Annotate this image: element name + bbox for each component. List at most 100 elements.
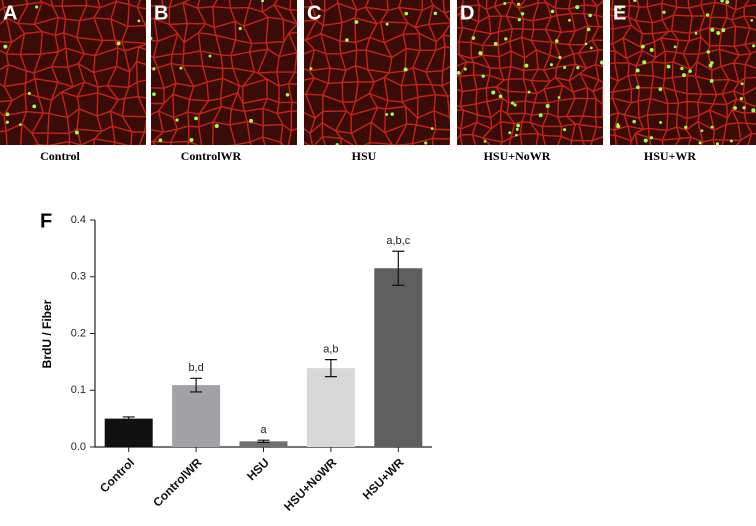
micrograph xyxy=(151,0,297,145)
panel-letter: F xyxy=(40,210,52,232)
brdu-nucleus xyxy=(461,15,466,20)
micrograph xyxy=(304,0,450,145)
brdu-nucleus xyxy=(751,108,756,113)
brdu-nucleus xyxy=(545,103,550,109)
brdu-nucleus xyxy=(137,19,141,23)
x-tick-label: Control xyxy=(97,455,137,495)
image-panels xyxy=(0,0,756,145)
brdu-nucleus xyxy=(493,41,498,46)
brdu-nucleus xyxy=(709,79,714,83)
cell-borders xyxy=(304,0,450,145)
x-tick-label: HSU+NoWR xyxy=(281,455,339,513)
brdu-nucleus xyxy=(194,116,198,121)
panel-caption: Control xyxy=(40,149,80,163)
bar xyxy=(172,385,221,447)
brdu-nucleus xyxy=(3,44,8,49)
brdu-nucleus xyxy=(35,5,39,9)
brdu-nucleus xyxy=(700,129,704,133)
brdu-nucleus xyxy=(524,63,529,68)
brdu-nucleus xyxy=(549,63,553,67)
brdu-nucleus xyxy=(710,125,714,129)
brdu-nucleus xyxy=(708,63,713,68)
brdu-nucleus xyxy=(430,127,434,130)
brdu-nucleus xyxy=(613,8,617,11)
significance-label: a,b xyxy=(323,344,338,356)
brdu-nucleus xyxy=(27,91,31,95)
x-tick-label: HSU+WR xyxy=(360,455,407,502)
brdu-nucleus xyxy=(385,113,389,116)
brdu-nucleus xyxy=(433,11,438,16)
brdu-nucleus xyxy=(5,112,10,117)
brdu-nucleus xyxy=(716,31,721,36)
panel-caption: HSU+NoWR xyxy=(484,149,551,163)
panel-caption: ControlWR xyxy=(181,149,242,163)
brdu-nucleus xyxy=(152,67,156,71)
brdu-nucleus xyxy=(538,113,543,118)
panel-letter: A xyxy=(3,2,17,24)
brdu-nucleus xyxy=(478,51,483,56)
brdu-nucleus xyxy=(214,123,219,129)
brdu-nucleus xyxy=(285,93,290,97)
brdu-nucleus xyxy=(554,39,559,43)
bar xyxy=(104,418,153,447)
brdu-nucleus xyxy=(681,73,687,78)
brdu-nucleus xyxy=(208,54,212,58)
brdu-nucleus xyxy=(491,90,496,95)
brdu-nucleus xyxy=(515,127,519,131)
bar xyxy=(374,268,423,447)
brdu-nucleus xyxy=(481,74,485,78)
error-bar xyxy=(190,377,203,393)
panel-letter: D xyxy=(460,2,474,24)
brdu-nucleus xyxy=(158,138,163,143)
brdu-nucleus xyxy=(116,41,121,46)
brdu-nucleus xyxy=(575,5,580,10)
brdu-nucleus xyxy=(516,123,521,128)
brdu-nucleus xyxy=(424,141,428,145)
brdu-nucleus xyxy=(503,1,507,5)
brdu-nucleus xyxy=(698,141,702,145)
brdu-nucleus xyxy=(694,31,698,35)
brdu-nucleus xyxy=(710,27,715,32)
error-bar xyxy=(324,359,337,378)
brdu-nucleus xyxy=(658,87,663,92)
brdu-nucleus xyxy=(721,28,726,33)
brdu-nucleus xyxy=(688,69,692,73)
brdu-nucleus xyxy=(584,42,588,46)
cell-borders xyxy=(151,0,297,145)
brdu-nucleus xyxy=(558,55,562,60)
micrograph xyxy=(457,0,603,145)
micrograph xyxy=(610,0,756,145)
brdu-nucleus xyxy=(517,18,521,22)
brdu-nucleus xyxy=(179,66,183,70)
brdu-nucleus xyxy=(752,44,756,48)
brdu-nucleus xyxy=(659,121,663,124)
brdu-nucleus xyxy=(516,2,521,6)
brdu-nucleus xyxy=(673,45,677,49)
brdu-nucleus xyxy=(189,138,194,142)
brdu-nucleus xyxy=(550,9,555,14)
y-tick-label: 0.3 xyxy=(71,271,86,283)
brdu-nucleus xyxy=(457,70,461,75)
error-bar xyxy=(392,250,405,286)
brdu-nucleus xyxy=(599,60,603,65)
error-bar xyxy=(122,416,135,421)
error-bar xyxy=(257,439,270,444)
y-tick-label: 0.4 xyxy=(71,214,86,226)
brdu-nucleus xyxy=(238,26,242,31)
significance-label: a,b,c xyxy=(386,235,410,247)
brdu-nucleus xyxy=(586,27,591,32)
brdu-nucleus xyxy=(649,136,654,140)
brdu-nucleus xyxy=(715,142,720,145)
brdu-nucleus xyxy=(463,67,467,71)
brdu-nucleus xyxy=(563,66,567,70)
brdu-nucleus xyxy=(471,36,476,40)
brdu-nucleus xyxy=(640,44,645,49)
brdu-nucleus xyxy=(666,64,671,69)
brdu-nucleus xyxy=(706,50,711,54)
brdu-nucleus xyxy=(249,118,254,123)
brdu-nucleus xyxy=(520,12,525,16)
brdu-nucleus xyxy=(515,133,518,137)
brdu-nucleus xyxy=(739,97,743,101)
brdu-nucleus xyxy=(616,124,621,129)
